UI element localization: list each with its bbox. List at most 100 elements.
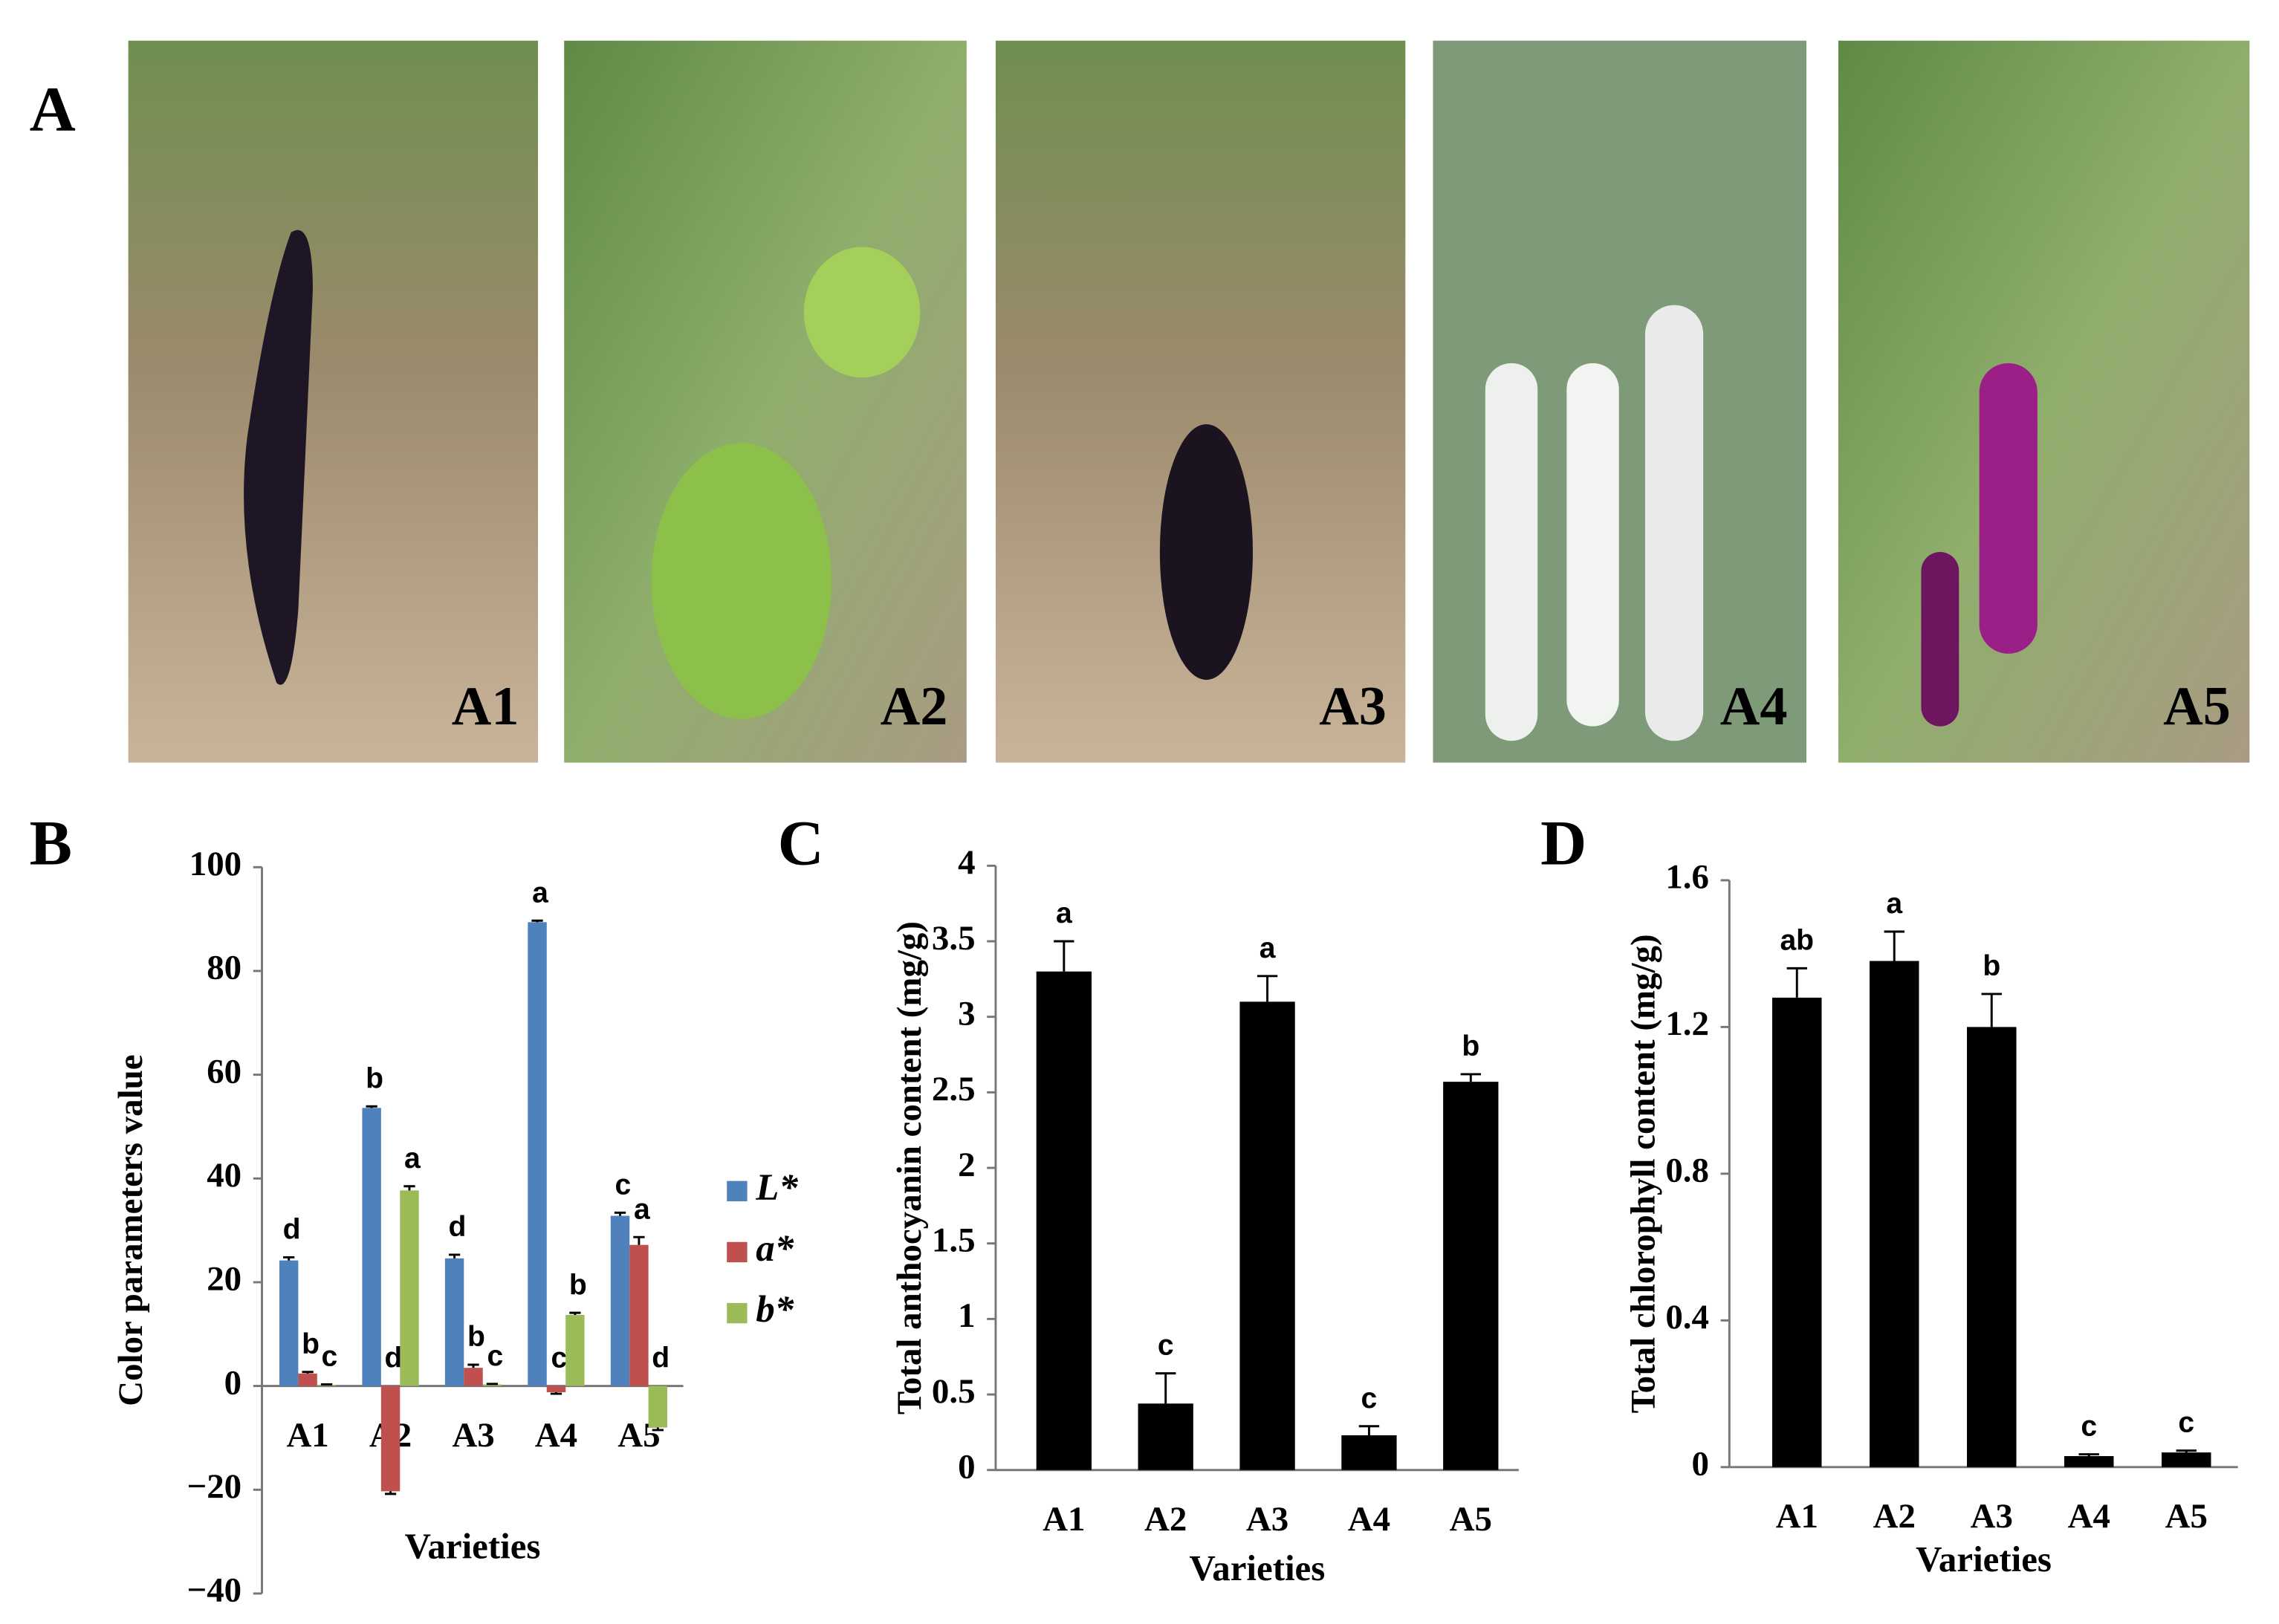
error-bar bbox=[366, 1105, 377, 1108]
x-tick-label: A4 bbox=[1348, 1500, 1390, 1539]
photo-label: A4 bbox=[1720, 676, 1788, 737]
y-tick-label: 0 bbox=[1692, 1445, 1709, 1484]
x-tick-label: A4 bbox=[2068, 1497, 2110, 1536]
bar bbox=[1443, 1082, 1499, 1470]
bar bbox=[1239, 1001, 1295, 1470]
x-tick-label: A4 bbox=[535, 1416, 577, 1455]
x-tick-label: A3 bbox=[1971, 1497, 2013, 1536]
fruit bbox=[1921, 552, 1959, 727]
bar bbox=[400, 1190, 419, 1386]
error-bar bbox=[384, 1491, 397, 1495]
bar bbox=[362, 1108, 381, 1386]
error-bar bbox=[1257, 975, 1278, 1002]
error-bar bbox=[486, 1383, 499, 1386]
fruit bbox=[1566, 363, 1619, 727]
photos bbox=[128, 40, 2250, 763]
y-axis-label: Total anthocyanin content (mg/g) bbox=[890, 921, 929, 1414]
significance-letter: d bbox=[385, 1342, 403, 1374]
x-tick-label: A1 bbox=[286, 1416, 328, 1455]
bar bbox=[464, 1368, 483, 1386]
bar bbox=[610, 1215, 630, 1386]
panel-label: D bbox=[1540, 808, 1586, 879]
y-tick-label: −20 bbox=[187, 1467, 241, 1506]
y-tick-label: 100 bbox=[189, 845, 241, 883]
significance-letter: b bbox=[467, 1321, 485, 1353]
error-bar bbox=[1358, 1425, 1380, 1435]
bar bbox=[648, 1386, 668, 1428]
significance-letter: a bbox=[404, 1143, 421, 1175]
significance-letter: d bbox=[449, 1211, 467, 1243]
significance-letter: c bbox=[322, 1341, 338, 1373]
fruit bbox=[1159, 423, 1254, 681]
bar bbox=[629, 1244, 649, 1386]
error-bar bbox=[531, 919, 543, 923]
x-axis-label: Varieties bbox=[1189, 1547, 1325, 1588]
x-axis-label: Varieties bbox=[1916, 1539, 2052, 1579]
error-bar bbox=[2176, 1449, 2197, 1453]
legend-swatch bbox=[727, 1241, 748, 1263]
bar bbox=[1772, 997, 1822, 1467]
error-bar bbox=[1460, 1073, 1481, 1082]
significance-letter: c bbox=[615, 1169, 632, 1201]
y-tick-label: 3 bbox=[958, 994, 975, 1033]
fruit bbox=[651, 443, 831, 719]
bar bbox=[1341, 1435, 1397, 1470]
x-tick-label: A3 bbox=[452, 1416, 494, 1455]
fruit bbox=[1644, 305, 1704, 741]
legend-swatch bbox=[727, 1302, 748, 1324]
legend-label: a* bbox=[756, 1227, 794, 1269]
bar bbox=[380, 1386, 401, 1492]
significance-letter: c bbox=[1158, 1330, 1174, 1362]
x-tick-label: A1 bbox=[1043, 1500, 1085, 1539]
error-bar bbox=[1981, 993, 2002, 1027]
photo-label: A5 bbox=[2163, 676, 2231, 737]
error-bar bbox=[569, 1311, 581, 1315]
y-tick-label: 0 bbox=[224, 1363, 241, 1402]
error-bar bbox=[1155, 1372, 1176, 1404]
y-tick-label: 20 bbox=[207, 1260, 241, 1299]
x-tick-label: A5 bbox=[1450, 1500, 1492, 1539]
y-tick-label: 1.5 bbox=[932, 1221, 976, 1259]
bar bbox=[565, 1314, 585, 1386]
x-tick-label: A2 bbox=[1144, 1500, 1187, 1539]
bar bbox=[2162, 1452, 2211, 1467]
y-tick-label: 0 bbox=[958, 1448, 975, 1487]
y-tick-label: 40 bbox=[207, 1156, 241, 1195]
error-bar bbox=[403, 1185, 415, 1191]
photo-label: A1 bbox=[452, 676, 519, 737]
fruit bbox=[244, 230, 313, 685]
bar bbox=[528, 922, 547, 1386]
significance-letter: c bbox=[487, 1340, 503, 1372]
x-axis-label: Varieties bbox=[405, 1525, 541, 1566]
legend-swatch bbox=[727, 1180, 748, 1202]
y-tick-label: 0.8 bbox=[1665, 1152, 1709, 1190]
y-tick-label: 2.5 bbox=[932, 1070, 976, 1108]
y-tick-label: 3.5 bbox=[932, 919, 976, 958]
panel-label: A bbox=[30, 74, 76, 145]
significance-letter: b bbox=[366, 1062, 383, 1094]
y-tick-label: 1.6 bbox=[1665, 858, 1709, 897]
significance-letter: c bbox=[1361, 1383, 1378, 1414]
error-bar bbox=[320, 1383, 333, 1386]
bar bbox=[1036, 971, 1092, 1470]
legend-label: b* bbox=[756, 1288, 794, 1330]
x-tick-label: A3 bbox=[1246, 1500, 1288, 1539]
error-bar bbox=[2078, 1453, 2099, 1457]
significance-letter: a bbox=[532, 877, 548, 909]
significance-letter: c bbox=[2081, 1411, 2097, 1443]
error-bar bbox=[1884, 930, 1904, 961]
significance-letter: ab bbox=[1780, 925, 1814, 957]
error-bar bbox=[1054, 940, 1074, 972]
photo bbox=[1838, 40, 2250, 763]
y-tick-label: 0.4 bbox=[1665, 1298, 1709, 1336]
significance-letter: b bbox=[302, 1328, 320, 1360]
bar bbox=[1138, 1403, 1193, 1470]
y-tick-label: 60 bbox=[207, 1052, 241, 1091]
y-axis-label: Total chlorophyll content (mg/g) bbox=[1624, 934, 1663, 1413]
y-tick-label: 0.5 bbox=[932, 1372, 976, 1411]
significance-letter: a bbox=[1056, 897, 1072, 929]
bar bbox=[444, 1258, 464, 1386]
error-bar bbox=[633, 1235, 645, 1245]
bar bbox=[482, 1384, 502, 1386]
